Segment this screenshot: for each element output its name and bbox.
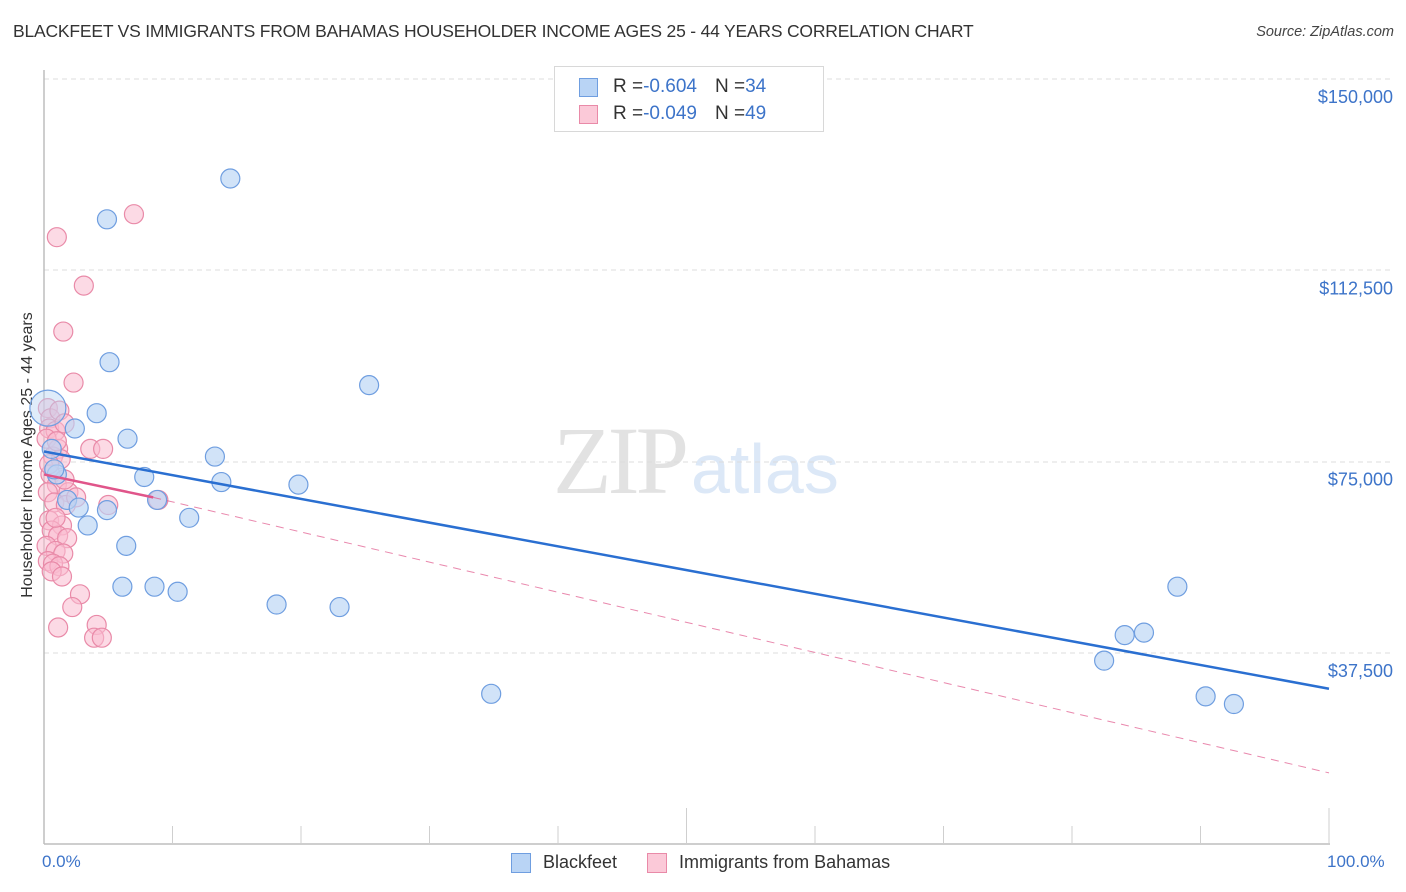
- data-point-blackfeet: [86, 403, 107, 424]
- data-point-blackfeet: [220, 168, 241, 189]
- data-point-blackfeet: [77, 515, 98, 536]
- data-point-blackfeet: [1223, 693, 1245, 715]
- legend-r-label: R =: [613, 76, 644, 97]
- data-point-blackfeet: [288, 474, 309, 495]
- legend-item-blackfeet[interactable]: Blackfeet: [511, 852, 617, 873]
- data-point-blackfeet: [359, 375, 380, 396]
- data-point-blackfeet: [41, 438, 62, 460]
- series-legend: Blackfeet Immigrants from Bahamas: [511, 852, 920, 873]
- y-tick-label: $112,500: [1319, 278, 1393, 298]
- watermark-atlas: atlas: [691, 430, 839, 508]
- legend-n-value: 34: [745, 76, 767, 97]
- data-point-blackfeet: [144, 576, 165, 597]
- trendline-bahamas: [43, 473, 154, 499]
- data-point-blackfeet: [96, 209, 118, 230]
- legend-swatch-blue: [579, 77, 598, 97]
- data-point-blackfeet: [1133, 622, 1155, 643]
- data-point-blackfeet: [1195, 686, 1216, 707]
- series-bahamas-points: [36, 204, 169, 648]
- data-point-blackfeet: [116, 535, 137, 556]
- legend-row-blackfeet: R = -0.604 N = 34: [579, 76, 766, 98]
- data-point-blackfeet: [146, 489, 168, 511]
- legend-r-value: -0.049: [643, 103, 697, 124]
- data-point-blackfeet: [68, 497, 89, 518]
- data-point-bahamas: [73, 275, 94, 296]
- data-point-blackfeet: [179, 507, 200, 528]
- data-point-blackfeet: [481, 683, 502, 704]
- gridlines: [44, 78, 1392, 654]
- legend-n-label: N =: [714, 103, 746, 124]
- data-point-bahamas: [123, 204, 145, 225]
- legend-label-bahamas: Immigrants from Bahamas: [679, 852, 891, 872]
- data-point-blackfeet: [1114, 625, 1135, 646]
- legend-row-bahamas: R = -0.049 N = 49: [579, 103, 766, 125]
- legend-r-value: -0.604: [643, 76, 697, 97]
- data-point-blackfeet: [96, 500, 118, 521]
- watermark-zip: ZIP: [553, 407, 689, 514]
- legend-swatch-blue: [511, 852, 531, 873]
- x-tick-min: 0.0%: [42, 852, 81, 871]
- series-blackfeet-points: [29, 168, 1245, 715]
- data-point-bahamas: [93, 438, 114, 460]
- data-point-blackfeet: [329, 596, 350, 618]
- data-point-blackfeet: [266, 594, 287, 615]
- trendlines: [43, 450, 1330, 774]
- legend-swatch-pink: [579, 104, 598, 124]
- data-point-blackfeet: [99, 352, 120, 373]
- y-tick-label: $37,500: [1328, 661, 1393, 681]
- trendline-bahamas-extrapolated: [153, 496, 1330, 774]
- data-point-blackfeet: [112, 576, 133, 597]
- y-axis-tick-labels: $150,000 $112,500 $75,000 $37,500: [1318, 87, 1393, 681]
- data-point-blackfeet: [44, 459, 65, 480]
- watermark: ZIPatlas: [553, 405, 839, 516]
- legend-item-bahamas[interactable]: Immigrants from Bahamas: [647, 852, 890, 873]
- data-point-bahamas: [63, 372, 84, 393]
- x-axis-ticks: [172, 808, 1330, 844]
- source-label: Source: ZipAtlas.com: [1256, 24, 1394, 40]
- correlation-legend: R = -0.604 N = 34 R = -0.049 N = 49: [554, 66, 824, 132]
- data-point-bahamas: [45, 507, 66, 528]
- data-point-bahamas: [91, 627, 112, 648]
- y-tick-label: $75,000: [1328, 470, 1393, 490]
- legend-swatch-pink: [647, 852, 668, 873]
- trendline-blackfeet: [43, 450, 1330, 690]
- data-point-blackfeet: [1167, 576, 1188, 597]
- data-point-blackfeet: [64, 418, 85, 439]
- legend-r-label: R =: [613, 103, 644, 124]
- chart-title: BLACKFEET VS IMMIGRANTS FROM BAHAMAS HOU…: [13, 21, 974, 41]
- y-tick-label: $150,000: [1318, 87, 1393, 107]
- x-tick-max: 100.0%: [1327, 852, 1385, 871]
- legend-n-label: N =: [714, 76, 746, 97]
- data-point-bahamas: [48, 617, 69, 638]
- legend-n-value: 49: [745, 103, 767, 124]
- data-point-blackfeet: [117, 428, 138, 449]
- legend-label-blackfeet: Blackfeet: [543, 852, 618, 872]
- data-point-bahamas: [53, 321, 74, 342]
- data-point-bahamas: [46, 227, 67, 248]
- data-point-bahamas: [62, 596, 83, 618]
- data-point-blackfeet: [167, 581, 188, 602]
- data-point-blackfeet: [204, 446, 226, 467]
- data-point-blackfeet: [134, 466, 155, 488]
- data-point-blackfeet: [1094, 650, 1115, 671]
- data-point-blackfeet-large: [29, 389, 67, 427]
- data-point-bahamas: [51, 566, 73, 587]
